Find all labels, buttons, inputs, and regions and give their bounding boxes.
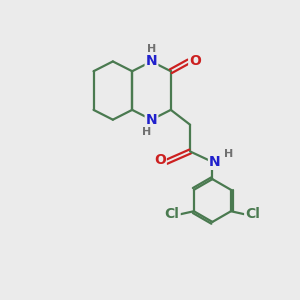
Text: H: H (142, 127, 152, 137)
Text: H: H (224, 148, 233, 159)
Text: N: N (209, 155, 220, 169)
Text: Cl: Cl (245, 207, 260, 221)
Text: O: O (189, 54, 201, 68)
Text: Cl: Cl (165, 207, 180, 221)
Text: H: H (148, 44, 157, 54)
Text: O: O (154, 153, 166, 167)
Text: N: N (146, 54, 157, 68)
Text: N: N (146, 113, 157, 127)
